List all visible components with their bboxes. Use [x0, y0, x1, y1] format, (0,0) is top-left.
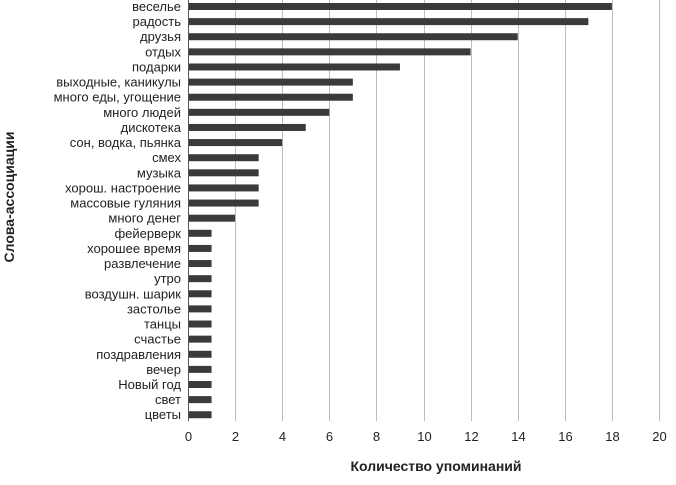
bar [189, 93, 353, 101]
category-label: поздравления [96, 347, 181, 362]
bar [189, 396, 212, 404]
category-label: хорош. настроение [65, 180, 181, 195]
bar [189, 108, 330, 116]
grid-lines [235, 0, 660, 421]
category-label: вечер [146, 362, 181, 377]
category-label: танцы [144, 317, 181, 332]
bar [189, 214, 236, 222]
bar [189, 18, 589, 26]
bar [189, 169, 259, 177]
category-label: смех [152, 150, 181, 165]
x-tick-label: 20 [652, 429, 666, 444]
bar [189, 320, 212, 328]
x-tick-label: 2 [232, 429, 239, 444]
x-tick-label: 4 [279, 429, 286, 444]
category-label: музыка [137, 165, 182, 180]
category-label: веселье [132, 0, 181, 14]
category-label: много людей [103, 105, 181, 120]
category-label: радость [132, 14, 181, 29]
bar [189, 63, 400, 71]
bar [189, 184, 259, 192]
bar [189, 229, 212, 237]
bar [189, 365, 212, 373]
category-label: массовые гуляния [70, 196, 181, 211]
category-label: подарки [132, 59, 181, 74]
bar [189, 260, 212, 268]
bar [189, 139, 283, 147]
bar [189, 381, 212, 388]
x-tick-label: 8 [373, 429, 380, 444]
category-label: дискотека [121, 120, 182, 135]
category-label: утро [154, 271, 181, 286]
bar [189, 305, 212, 313]
bar [189, 290, 212, 298]
category-label: застолье [127, 301, 181, 316]
bar [189, 123, 306, 131]
x-tick-label: 14 [511, 429, 525, 444]
x-tick-label: 0 [185, 429, 192, 444]
x-axis-title: Количество упоминаний [351, 458, 522, 474]
category-label: отдых [145, 44, 181, 59]
bar [189, 78, 353, 86]
category-label: друзья [140, 29, 181, 44]
x-tick-label: 6 [326, 429, 333, 444]
category-label: много денег [108, 211, 181, 226]
category-labels: весельерадостьдрузьяотдыхподаркивыходные… [54, 0, 182, 422]
bar [189, 275, 212, 283]
x-tick-label: 12 [464, 429, 478, 444]
category-label: выходные, каникулы [56, 75, 181, 90]
bar [189, 48, 471, 56]
category-label: сон, водка, пьянка [70, 135, 182, 150]
category-label: фейерверк [114, 226, 181, 241]
bar [189, 3, 612, 10]
x-tick-label: 18 [605, 429, 619, 444]
bar [189, 350, 212, 358]
bar [189, 199, 259, 207]
bar [189, 411, 212, 419]
category-label: воздушн. шарик [85, 286, 182, 301]
bar [189, 335, 212, 343]
category-label: хорошее время [87, 241, 181, 256]
bar [189, 154, 259, 162]
category-label: цветы [145, 407, 181, 422]
category-label: свет [155, 392, 181, 407]
category-label: развлечение [104, 256, 181, 271]
category-label: много еды, угощение [54, 90, 181, 105]
category-label: Новый год [118, 377, 181, 392]
x-tick-label: 10 [417, 429, 431, 444]
bar [189, 244, 212, 252]
x-tick-labels: 0 2 4 6 8 10 12 14 16 18 20 [185, 429, 667, 444]
bar [189, 33, 518, 41]
category-label: счастье [134, 332, 181, 347]
y-axis-title: Слова-ассоциации [1, 132, 17, 263]
x-tick-label: 16 [558, 429, 572, 444]
bars [189, 3, 612, 419]
